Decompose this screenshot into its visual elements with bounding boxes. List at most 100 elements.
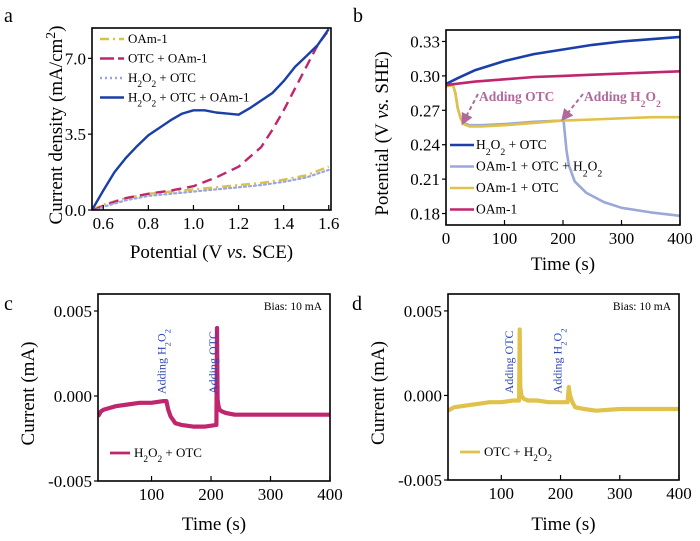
annotation-adding-h2o2-part: O xyxy=(646,89,657,104)
annotation-label-part: 2 xyxy=(163,329,173,333)
series-line-h2o2-otc xyxy=(98,325,330,429)
series-line-otc-oam-1 xyxy=(93,29,330,210)
x-tick-label: 300 xyxy=(607,484,633,503)
y-axis-title: Current (mA) xyxy=(368,341,389,445)
series-group xyxy=(448,327,679,413)
y-axis-title-part: 2 xyxy=(43,32,58,39)
y-tick-label: -0.005 xyxy=(398,471,442,490)
legend-label-part: 2 xyxy=(157,455,162,465)
annotation-adding-h2o2-part: 2 xyxy=(641,99,646,110)
y-tick-label: 0.000 xyxy=(54,387,92,406)
legend-label-part: 2 xyxy=(533,454,538,464)
annotation-arrow xyxy=(461,93,479,126)
y-tick-label: 3.5 xyxy=(65,125,86,144)
y-axis-title-part: ) xyxy=(46,26,67,32)
panel-letter: b xyxy=(353,5,363,27)
x-tick-label: 100 xyxy=(492,229,518,248)
y-axis-title-part: vs. xyxy=(372,98,393,119)
series-line-h2o2-otc xyxy=(95,168,330,210)
legend-label-part: 2 xyxy=(137,80,142,90)
x-tick-label: 100 xyxy=(139,485,165,504)
annotation-label-part: 2 xyxy=(163,342,173,346)
annotation-label-part: Adding OTC xyxy=(206,331,220,394)
legend-label-part: 2 xyxy=(143,455,148,465)
series-line-h2o2-otc-oam-1 xyxy=(92,28,330,210)
x-axis-title-part: SCE) xyxy=(247,242,293,263)
x-tick-label: 200 xyxy=(548,484,574,503)
series-line-oam-1 xyxy=(92,165,330,210)
plot-frame xyxy=(447,293,680,481)
legend-label-part: OAm-1 + OTC + H xyxy=(476,159,583,174)
y-tick-label: 0.33 xyxy=(410,32,440,51)
y-tick-label: 7.0 xyxy=(65,49,86,68)
y-axis-title-part: Current (mA) xyxy=(368,341,389,445)
y-tick-label: 0.005 xyxy=(54,302,92,321)
legend-label-part: OAm-1 + OTC xyxy=(476,180,559,195)
x-tick-label: 1.4 xyxy=(273,214,295,233)
legend-label: OAm-1 + OTC + H2O2 xyxy=(476,159,602,180)
legend-label-part: + OTC xyxy=(162,445,202,460)
y-axis-title: Current (mA) xyxy=(18,342,39,446)
legend-label-part: OAm-1 xyxy=(476,202,517,217)
annotation-adding-h2o2-part: Adding H xyxy=(584,89,641,104)
series-group xyxy=(92,28,330,210)
y-tick-label: 0.005 xyxy=(404,302,442,321)
legend-label: OAm-1 xyxy=(128,31,168,46)
legend-label-part: O xyxy=(148,445,157,460)
legend-label-part: + OTC + OAm-1 xyxy=(156,90,249,105)
legend-label: H2O2 + OTC + OAm-1 xyxy=(128,90,250,110)
legend-label-part: 2 xyxy=(597,168,602,179)
legend-label-part: H xyxy=(128,90,137,105)
annotation-label: Adding H2O2 xyxy=(551,328,569,393)
legend-label-part: 2 xyxy=(583,168,588,179)
x-tick-label: 400 xyxy=(667,229,693,248)
annotation-label: Adding OTC xyxy=(502,330,516,393)
x-axis-title-part: Time (s) xyxy=(182,514,246,535)
legend-label-part: 2 xyxy=(500,147,505,158)
x-tick-label: 300 xyxy=(609,229,635,248)
annotation-label-part: Adding H xyxy=(551,345,565,393)
legend-label-part: O xyxy=(142,90,151,105)
panel-letter: d xyxy=(352,293,362,315)
legend-label-part: O xyxy=(588,159,598,174)
y-tick-label: 0.21 xyxy=(410,170,440,189)
annotation-label: Adding OTC xyxy=(206,331,220,394)
y-tick-label: 0.24 xyxy=(410,136,440,155)
legend-label-part: OTC + OAm-1 xyxy=(128,51,208,66)
y-axis-title-part: Current (mA) xyxy=(18,342,39,446)
legend-label-part: 2 xyxy=(151,80,156,90)
series-line-h2o2-otc xyxy=(446,35,680,86)
plot-frame xyxy=(91,27,332,211)
annotation-label-part: O xyxy=(155,333,169,342)
annotation-label-part: 2 xyxy=(559,341,569,345)
y-tick-label: 0.18 xyxy=(410,205,440,224)
y-tick-label: 0.0 xyxy=(65,201,86,220)
annotation-label-part: Adding H xyxy=(155,346,169,394)
annotation-label: Adding H2O2 xyxy=(155,329,173,394)
x-tick-label: 1.6 xyxy=(318,214,339,233)
x-axis-title: Potential (V vs. SCE) xyxy=(130,242,293,263)
x-tick-label: 1.2 xyxy=(228,214,249,233)
legend-label-part: H xyxy=(476,137,486,152)
legend-label-part: + OTC xyxy=(156,70,196,85)
x-tick-label: 0.6 xyxy=(93,214,114,233)
y-axis-title: Current density (mA/cm2) xyxy=(43,26,68,225)
annotation-arrow xyxy=(561,93,584,122)
panel-b: b 0 100 200 300 400 0.18 0.21 0.24 0.27 0.30 0.33 Ti… xyxy=(353,5,693,275)
legend-label-part: O xyxy=(538,444,547,459)
y-axis-title-part: Current density (mA/cm xyxy=(46,38,67,224)
x-axis-title: Time (s) xyxy=(531,514,595,535)
legend-label: OAm-1 xyxy=(476,202,517,217)
legend-label-part: O xyxy=(491,137,501,152)
x-axis-title-part: vs. xyxy=(227,242,248,263)
x-axis-title: Time (s) xyxy=(182,514,246,535)
legend-label-part: 2 xyxy=(137,100,142,110)
panel-d: d 100 200 300 400 -0.005 0.000 0.005 Time (s) Cur… xyxy=(352,293,692,535)
legend-label-part: H xyxy=(128,70,137,85)
legend-label-part: OAm-1 xyxy=(128,31,168,46)
legend-label: H2O2 + OTC xyxy=(134,445,202,465)
y-tick-label: 0.30 xyxy=(410,67,440,86)
legend-label: H2O2 + OTC xyxy=(128,70,196,90)
legend-label-part: OTC + H xyxy=(484,444,533,459)
